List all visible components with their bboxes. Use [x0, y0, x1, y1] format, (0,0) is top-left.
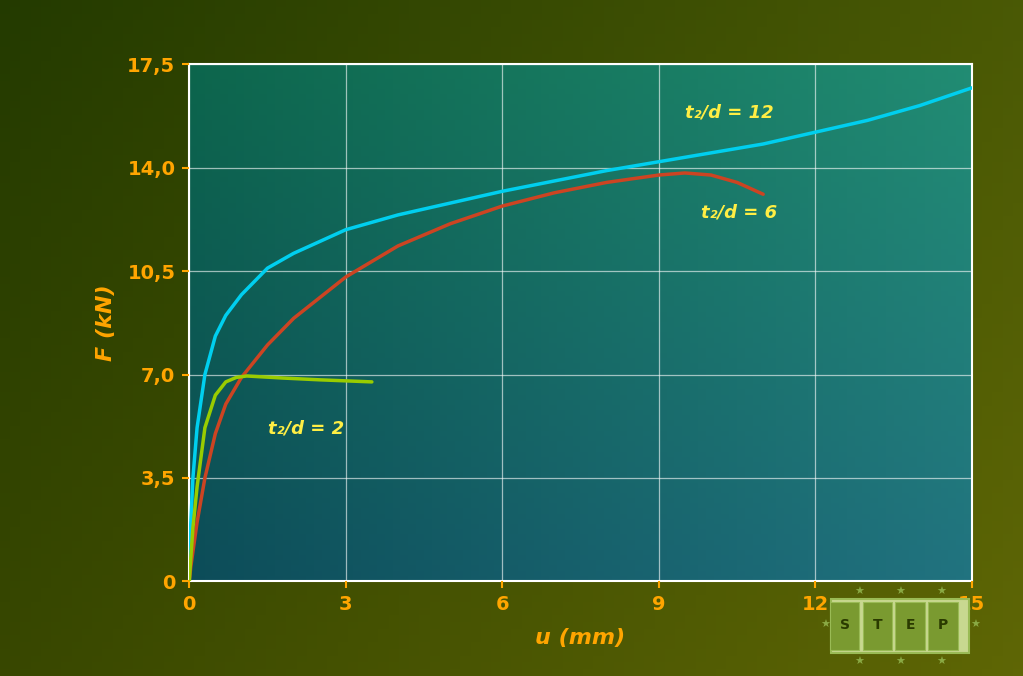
Text: ★: ★ — [936, 657, 946, 667]
Bar — [830, 602, 859, 650]
Text: t₂/d = 6: t₂/d = 6 — [701, 204, 776, 222]
Bar — [862, 602, 892, 650]
Text: P: P — [938, 619, 948, 632]
Text: ★: ★ — [854, 587, 864, 597]
Text: t₂/d = 2: t₂/d = 2 — [268, 420, 344, 437]
X-axis label: u (mm): u (mm) — [535, 628, 626, 648]
Text: ★: ★ — [820, 621, 830, 630]
Bar — [928, 602, 958, 650]
Text: S: S — [840, 619, 849, 632]
Text: T: T — [873, 619, 882, 632]
Text: ★: ★ — [971, 621, 980, 630]
Text: ★: ★ — [895, 657, 905, 667]
Bar — [832, 599, 969, 654]
Text: ★: ★ — [936, 587, 946, 597]
Y-axis label: F (kN): F (kN) — [96, 285, 117, 361]
Bar — [895, 602, 925, 650]
Text: t₂/d = 12: t₂/d = 12 — [685, 103, 773, 122]
Text: E: E — [905, 619, 915, 632]
Text: ★: ★ — [895, 587, 905, 597]
Text: ★: ★ — [854, 657, 864, 667]
